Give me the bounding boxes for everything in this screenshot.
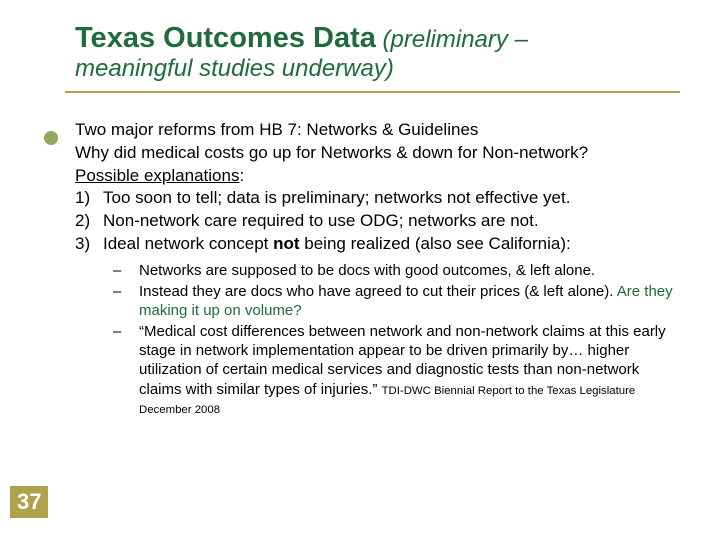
numbered-list: 1) Too soon to tell; data is preliminary;… [75,187,680,254]
numbered-item-marker: 2) [75,210,90,232]
page-number: 37 [10,486,48,518]
numbered-item-text: Non-network care required to use ODG; ne… [103,211,539,230]
title-line-1: Texas Outcomes Data (preliminary – [75,22,680,55]
divider-line [65,91,680,93]
dash-item-accent: Are they making it up on volume? [139,283,673,319]
dash-icon: – [113,261,121,280]
numbered-item: 2) Non-network care required to use ODG; … [75,210,680,232]
body-area: Two major reforms from HB 7: Networks & … [75,119,680,418]
dash-item-text: Networks are supposed to be docs with go… [139,262,595,279]
intro-line-3-label: Possible explanations [75,166,239,185]
dash-item: –“Medical cost differences between netwo… [113,322,680,418]
title-paren: (preliminary – [376,26,528,53]
slide: Texas Outcomes Data (preliminary – meani… [0,0,720,540]
intro-line-3-colon: : [239,166,244,185]
numbered-item-marker: 3) [75,233,90,255]
dash-item-text: “Medical cost differences between networ… [139,323,666,417]
dash-item: – Networks are supposed to be docs with g… [113,261,680,280]
dash-icon: – [113,282,121,301]
numbered-item-marker: 1) [75,187,90,209]
title-line-2: meaningful studies underway) [75,55,680,83]
title-area: Texas Outcomes Data (preliminary – meani… [75,22,680,93]
intro-block: Two major reforms from HB 7: Networks & … [75,119,680,186]
dash-item-text: Instead they are docs who have agreed to… [139,283,673,319]
bullet-icon [44,131,58,145]
dash-icon: – [113,322,121,341]
numbered-item: 3) Ideal network concept not being realiz… [75,233,680,255]
title-main: Texas Outcomes Data [75,22,376,54]
numbered-item-text: Too soon to tell; data is preliminary; n… [103,188,570,207]
dash-item-citation: TDI-DWC Biennial Report to the Texas Leg… [139,385,635,416]
dash-list: – Networks are supposed to be docs with g… [113,261,680,419]
intro-line-1: Two major reforms from HB 7: Networks & … [75,119,680,141]
intro-line-2: Why did medical costs go up for Networks… [75,142,680,164]
intro-line-3: Possible explanations: [75,165,680,187]
numbered-item: 1) Too soon to tell; data is preliminary;… [75,187,680,209]
numbered-item-text: Ideal network concept not being realized… [103,234,571,253]
dash-item: –Instead they are docs who have agreed t… [113,282,680,320]
